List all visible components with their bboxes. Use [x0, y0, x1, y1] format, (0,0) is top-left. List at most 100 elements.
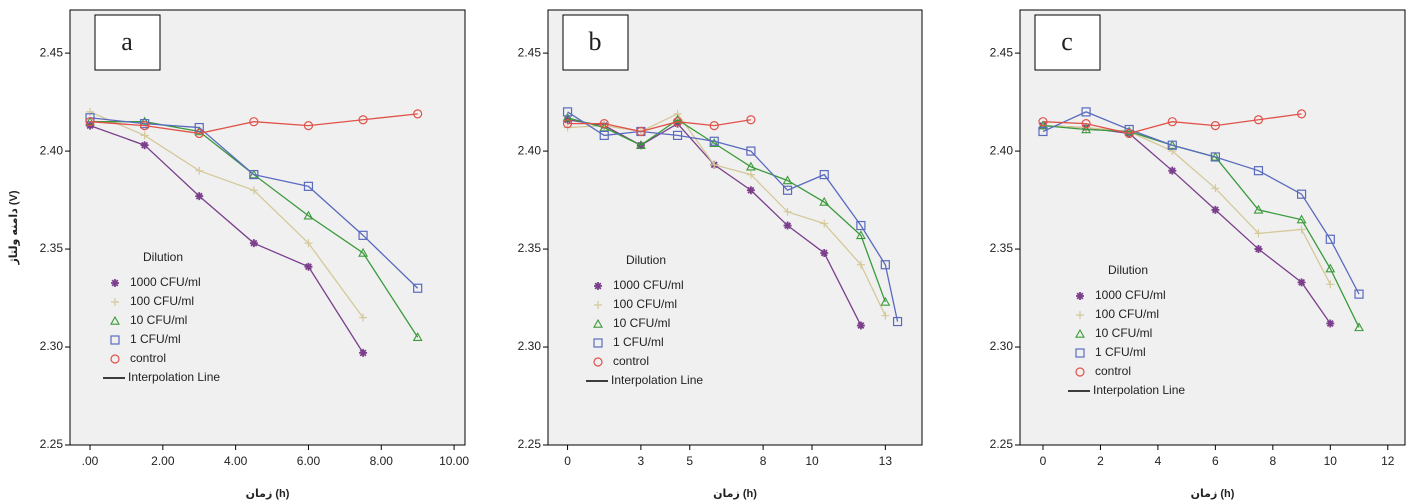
- marker: [856, 260, 865, 269]
- series-line: [567, 111, 899, 322]
- y-tick-label: 2.30: [518, 339, 542, 353]
- marker: [1354, 322, 1364, 332]
- marker: [359, 348, 368, 357]
- x-tick-label: 0: [1040, 454, 1047, 468]
- y-tick-label: 2.25: [40, 437, 64, 451]
- x-tick-label: 4: [1155, 454, 1162, 468]
- marker: [1254, 245, 1263, 254]
- legend-label: Interpolation Line: [128, 370, 220, 384]
- legend-label: 1000 CFU/ml: [1095, 288, 1166, 302]
- marker: [248, 169, 259, 179]
- marker: [856, 220, 866, 231]
- marker: [746, 115, 756, 125]
- legend-label: 10 CFU/ml: [613, 316, 670, 330]
- y-tick-label: 2.40: [990, 143, 1014, 157]
- marker: [892, 316, 903, 327]
- marker: [593, 357, 603, 367]
- marker: [1038, 126, 1048, 137]
- marker: [635, 140, 646, 149]
- series-line: [89, 113, 418, 135]
- plot-area: [547, 9, 923, 446]
- marker: [562, 112, 573, 122]
- series-line: [567, 113, 886, 316]
- marker: [783, 221, 792, 230]
- marker: [709, 138, 720, 147]
- x-tick-label: 8.00: [370, 454, 394, 468]
- marker: [1075, 328, 1085, 338]
- legend-title: Dilution: [143, 250, 183, 264]
- x-tick-label: 10: [1324, 454, 1338, 468]
- marker: [594, 282, 602, 290]
- marker: [880, 296, 891, 306]
- marker: [1081, 107, 1091, 117]
- marker: [593, 338, 603, 348]
- legend-label: 10 CFU/ml: [1095, 326, 1152, 340]
- marker: [673, 119, 682, 128]
- marker: [358, 247, 368, 257]
- marker: [636, 126, 646, 137]
- marker: [782, 185, 793, 195]
- x-tick-label: 2.00: [151, 454, 175, 468]
- marker: [85, 117, 95, 127]
- marker: [359, 313, 368, 322]
- marker: [1124, 126, 1135, 136]
- marker: [783, 207, 792, 216]
- legend-label: 1 CFU/ml: [613, 335, 664, 349]
- marker: [746, 170, 755, 179]
- marker: [111, 298, 119, 306]
- marker: [413, 283, 423, 293]
- series-line: [89, 124, 364, 354]
- legend-label: 100 CFU/ml: [1095, 307, 1159, 321]
- x-tick-label: 4.00: [224, 454, 248, 468]
- legend-label: control: [613, 354, 649, 368]
- x-axis-title: زمان (h): [713, 488, 757, 500]
- marker: [304, 239, 313, 248]
- legend-title: Dilution: [1108, 263, 1148, 277]
- marker: [599, 119, 609, 129]
- marker: [194, 128, 204, 139]
- legend-label: 1000 CFU/ml: [130, 275, 201, 289]
- marker: [249, 186, 258, 195]
- marker: [562, 107, 573, 117]
- marker: [710, 160, 719, 169]
- marker: [139, 116, 150, 126]
- y-tick-label: 2.45: [518, 45, 542, 59]
- x-tick-label: 13: [879, 454, 893, 468]
- marker: [782, 175, 793, 185]
- series-line: [1042, 124, 1331, 285]
- plot-area: [69, 9, 466, 446]
- legend-label: 1 CFU/ml: [130, 332, 181, 346]
- marker: [1124, 128, 1134, 139]
- marker: [593, 318, 603, 328]
- y-tick-label: 2.45: [40, 45, 64, 59]
- x-tick-label: 2: [1097, 454, 1104, 468]
- x-tick-label: 8: [760, 454, 767, 468]
- marker: [413, 109, 423, 119]
- x-tick-label: 5: [686, 454, 693, 468]
- marker: [1354, 289, 1364, 299]
- marker: [140, 131, 149, 140]
- marker: [1325, 234, 1335, 244]
- marker: [745, 161, 756, 171]
- series-line: [1042, 111, 1360, 295]
- panel-label-box: [94, 14, 161, 71]
- marker: [249, 239, 258, 248]
- panel-label: a: [121, 27, 133, 56]
- marker: [412, 332, 423, 341]
- y-tick-label: 2.40: [518, 143, 542, 157]
- y-tick-label: 2.35: [990, 241, 1014, 255]
- legend-title: Dilution: [626, 253, 666, 267]
- marker: [709, 136, 719, 146]
- x-tick-label: 10: [805, 454, 819, 468]
- marker: [881, 311, 890, 320]
- x-tick-label: .00: [82, 454, 99, 468]
- marker: [709, 121, 719, 131]
- chart-panel: 2.25 2.30 2.35 2.40 2.45 0 2 4 6 8 10 12 زمان (h) c Di…: [990, 9, 1406, 500]
- marker: [303, 181, 314, 191]
- marker: [194, 122, 204, 133]
- x-tick-label: 10.00: [439, 454, 469, 468]
- legend-label: 1 CFU/ml: [1095, 345, 1146, 359]
- marker: [746, 146, 756, 156]
- y-tick-label: 2.30: [40, 339, 64, 353]
- marker: [562, 119, 573, 129]
